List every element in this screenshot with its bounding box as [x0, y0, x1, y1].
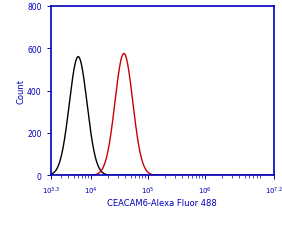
X-axis label: CEACAM6-Alexa Fluor 488: CEACAM6-Alexa Fluor 488 — [107, 198, 217, 207]
Y-axis label: Count: Count — [17, 79, 26, 104]
